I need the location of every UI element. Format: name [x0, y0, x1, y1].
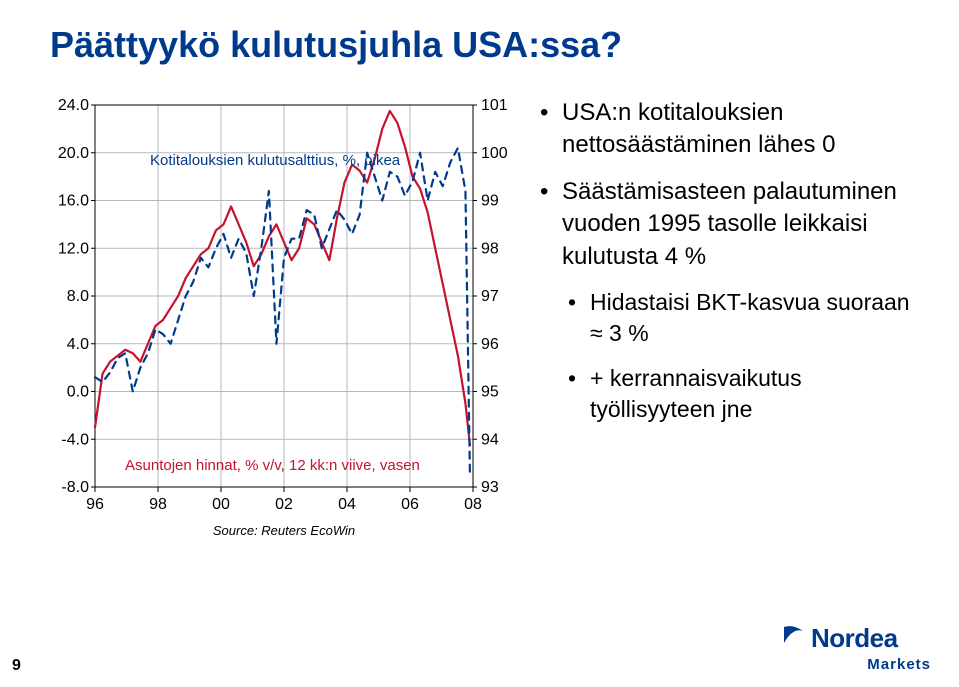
svg-text:-8.0: -8.0: [61, 479, 89, 496]
chart-svg: 24.0 20.0 16.0 12.0 8.0 4.0 0.0 -4.0 -8.0 101 100 9…: [45, 95, 515, 540]
page-title: Päättyykö kulutusjuhla USA:ssa?: [50, 24, 622, 66]
chart-container: 24.0 20.0 16.0 12.0 8.0 4.0 0.0 -4.0 -8.0 101 100 9…: [45, 95, 515, 515]
bullet-ul: •USA:n kotitalouksien nettosäästäminen l…: [540, 97, 930, 425]
svg-text:20.0: 20.0: [58, 145, 89, 162]
svg-text:101: 101: [481, 97, 508, 114]
svg-text:00: 00: [212, 496, 230, 513]
slide-root: Päättyykö kulutusjuhla USA:ssa? 24.0 20.0…: [0, 0, 959, 687]
logo-text: Nordea: [811, 623, 899, 653]
svg-text:96: 96: [86, 496, 104, 513]
logo-main: Nordea: [781, 623, 931, 660]
bullet-subitem: •Hidastaisi BKT-kasvua suoraan ≈ 3 %: [568, 287, 930, 349]
svg-text:99: 99: [481, 193, 499, 210]
svg-text:98: 98: [481, 240, 499, 257]
svg-text:16.0: 16.0: [58, 193, 89, 210]
svg-text:08: 08: [464, 496, 482, 513]
brand-logo: Nordea Markets: [781, 623, 931, 673]
bullet-subitem: •+ kerrannaisvaikutus työllisyyteen jne: [568, 363, 930, 425]
svg-text:Kotitalouksien kulutusalttius,: Kotitalouksien kulutusalttius, %, oikea: [150, 152, 401, 169]
svg-text:4.0: 4.0: [67, 336, 89, 353]
svg-text:94: 94: [481, 431, 499, 448]
svg-text:12.0: 12.0: [58, 240, 89, 257]
bullet-item: •Säästämisasteen palautuminen vuoden 199…: [540, 176, 930, 273]
svg-text:95: 95: [481, 384, 499, 401]
svg-text:-4.0: -4.0: [61, 431, 89, 448]
svg-text:06: 06: [401, 496, 419, 513]
svg-text:98: 98: [149, 496, 167, 513]
bullet-list: •USA:n kotitalouksien nettosäästäminen l…: [540, 97, 930, 439]
svg-text:96: 96: [481, 336, 499, 353]
svg-text:8.0: 8.0: [67, 288, 89, 305]
svg-text:24.0: 24.0: [58, 97, 89, 114]
svg-text:100: 100: [481, 145, 508, 162]
svg-text:97: 97: [481, 288, 499, 305]
svg-text:Source: Reuters EcoWin: Source: Reuters EcoWin: [213, 523, 355, 538]
slide-number: 9: [12, 657, 21, 675]
svg-text:04: 04: [338, 496, 356, 513]
bullet-item: •USA:n kotitalouksien nettosäästäminen l…: [540, 97, 930, 162]
svg-text:0.0: 0.0: [67, 384, 89, 401]
svg-text:02: 02: [275, 496, 293, 513]
svg-text:Asuntojen hinnat, % v/v, 12 kk: Asuntojen hinnat, % v/v, 12 kk:n viive, …: [125, 457, 420, 474]
svg-text:93: 93: [481, 479, 499, 496]
